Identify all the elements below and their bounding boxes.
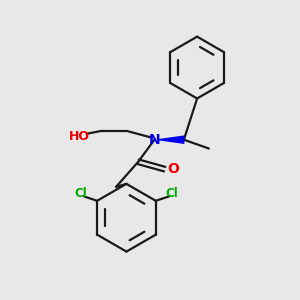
Text: HO: HO [69, 130, 90, 143]
Polygon shape [159, 136, 184, 143]
Text: O: O [168, 162, 179, 176]
Text: Cl: Cl [75, 187, 87, 200]
Text: Cl: Cl [166, 187, 178, 200]
Text: N: N [148, 133, 160, 147]
